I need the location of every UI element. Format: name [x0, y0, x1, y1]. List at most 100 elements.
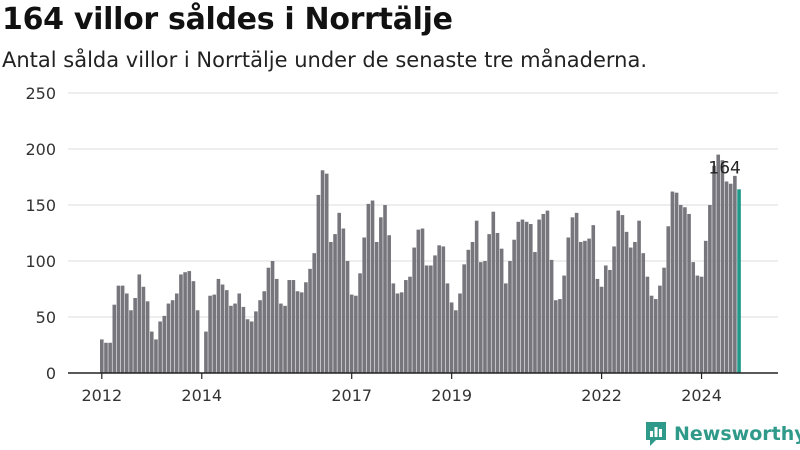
bar	[166, 303, 171, 373]
bar	[249, 321, 254, 373]
bar	[100, 339, 104, 373]
bar	[658, 285, 662, 373]
bar	[670, 191, 675, 373]
bar	[628, 247, 633, 373]
bar	[362, 237, 366, 373]
bar	[433, 255, 437, 373]
bar	[270, 261, 275, 373]
bar	[391, 283, 396, 373]
brand-name: Newsworthy	[674, 423, 800, 445]
bar	[291, 280, 296, 373]
bar	[358, 273, 362, 373]
bar	[237, 293, 242, 373]
y-tick-label: 0	[46, 364, 56, 383]
bar	[562, 275, 566, 373]
bar	[208, 295, 212, 373]
bar	[537, 219, 541, 373]
bar	[370, 200, 375, 373]
bar	[649, 295, 654, 373]
bar	[158, 321, 162, 373]
bar	[241, 306, 246, 373]
bar	[112, 304, 117, 373]
bar	[603, 265, 608, 373]
x-tick-label: 2019	[431, 386, 472, 405]
bar	[524, 221, 529, 373]
bar	[349, 294, 354, 373]
bar	[449, 302, 454, 373]
bar	[491, 211, 496, 373]
bar	[141, 286, 146, 373]
bar	[233, 303, 237, 373]
bar	[437, 245, 441, 373]
bar	[674, 192, 679, 373]
bar	[666, 226, 671, 373]
bar	[466, 249, 471, 373]
bar	[212, 294, 217, 373]
bar	[299, 292, 304, 373]
bar	[583, 240, 587, 373]
bar	[587, 238, 591, 373]
bar	[516, 221, 521, 373]
bar	[553, 300, 558, 373]
bar	[683, 207, 687, 373]
bar	[703, 240, 708, 373]
bar	[508, 261, 512, 373]
bar	[104, 342, 108, 373]
bar	[695, 275, 700, 373]
bar	[283, 305, 287, 373]
bar	[108, 342, 112, 373]
bar	[641, 253, 646, 373]
bar	[699, 276, 704, 373]
bar	[470, 241, 475, 373]
bar	[678, 205, 683, 373]
bar	[424, 265, 429, 373]
bar	[558, 299, 562, 373]
bar	[195, 310, 200, 373]
y-tick-label: 200	[25, 140, 56, 159]
bar	[420, 228, 425, 373]
bar	[520, 219, 525, 373]
bar	[245, 319, 250, 373]
last-value-label: 164	[708, 159, 740, 179]
bar	[474, 220, 479, 373]
bar	[174, 293, 179, 373]
bar	[712, 165, 716, 373]
bar	[404, 280, 408, 373]
bar	[653, 299, 658, 373]
bar	[454, 310, 458, 373]
bar	[204, 331, 208, 373]
bar	[458, 293, 462, 373]
y-tick-label: 150	[25, 196, 56, 215]
bar	[137, 274, 142, 373]
bar	[170, 300, 175, 373]
chart-subtitle: Antal sålda villor i Norrtälje under de …	[2, 48, 648, 72]
bar	[483, 261, 487, 373]
bar	[333, 234, 337, 373]
bar	[499, 248, 504, 373]
y-tick-label: 100	[25, 252, 56, 271]
bar	[383, 205, 387, 373]
bar	[637, 220, 641, 373]
bar	[366, 203, 371, 373]
bar	[529, 224, 533, 373]
bar	[329, 241, 333, 373]
bar	[337, 212, 341, 373]
bar	[599, 286, 604, 373]
bar	[591, 225, 596, 373]
bar	[387, 235, 391, 373]
bar	[124, 293, 129, 373]
bar	[462, 264, 466, 373]
bar	[229, 305, 233, 373]
bar	[274, 278, 279, 373]
bar	[533, 252, 537, 373]
bar	[624, 231, 629, 373]
bar	[733, 175, 737, 373]
chart-title: 164 villor såldes i Norrtälje	[2, 2, 453, 37]
x-tick-label: 2012	[81, 386, 122, 405]
bar	[545, 210, 550, 373]
bar	[279, 303, 283, 373]
bar	[495, 233, 500, 373]
bar	[162, 315, 167, 373]
bar-highlighted	[737, 189, 741, 373]
